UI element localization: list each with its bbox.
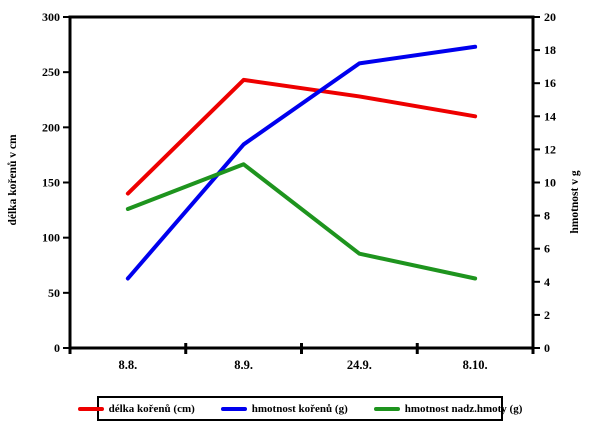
left-axis-tick-label: 100: [42, 231, 60, 245]
left-axis-tick-label: 300: [42, 10, 60, 24]
legend-swatch: [373, 406, 400, 411]
left-axis-tick-label: 150: [42, 176, 60, 190]
series-line-0: [125, 77, 478, 196]
left-axis-tick-label: 50: [48, 286, 60, 300]
right-axis-title: hmotnost v g: [569, 170, 581, 234]
left-axis-tick-label: 250: [42, 65, 60, 79]
right-axis-tick-label: 10: [544, 176, 556, 190]
legend: délka kořenů (cm) hmotnost kořenů (g) hmot…: [77, 396, 522, 421]
legend-item: hmotnost nadz.hmoty (g): [373, 402, 523, 415]
series-line-1: [125, 44, 478, 281]
legend-swatch: [220, 406, 247, 411]
right-axis-tick-label: 0: [544, 341, 550, 355]
right-axis-tick-label: 4: [544, 275, 550, 289]
legend-label: délka kořenů (cm): [108, 402, 195, 415]
right-axis-tick-label: 18: [544, 43, 556, 57]
legend-item: délka kořenů (cm): [77, 402, 195, 415]
x-axis-category-label: 8.9.: [234, 358, 253, 372]
right-axis-tick-label: 16: [544, 76, 556, 90]
left-axis-tick-label: 200: [42, 120, 60, 134]
x-axis-category-label: 8.10.: [463, 358, 488, 372]
x-axis-category-label: 24.9.: [347, 358, 372, 372]
right-axis-tick-label: 2: [544, 308, 550, 322]
left-axis-tick-label: 0: [54, 341, 60, 355]
x-axis-category-label: 8.8.: [119, 358, 138, 372]
right-axis-tick-label: 12: [544, 142, 556, 156]
right-axis-tick-label: 14: [544, 109, 556, 123]
right-axis-tick-label: 6: [544, 242, 550, 256]
legend-label: hmotnost nadz.hmoty (g): [404, 402, 523, 415]
left-axis-title: délka kořenů v cm: [6, 134, 19, 225]
right-axis-tick-label: 20: [544, 10, 556, 24]
right-axis-tick-label: 8: [544, 209, 550, 223]
legend-item: hmotnost kořenů (g): [220, 402, 348, 415]
legend-swatch: [77, 406, 104, 411]
series-line-2: [125, 162, 478, 281]
legend-label: hmotnost kořenů (g): [251, 402, 348, 415]
